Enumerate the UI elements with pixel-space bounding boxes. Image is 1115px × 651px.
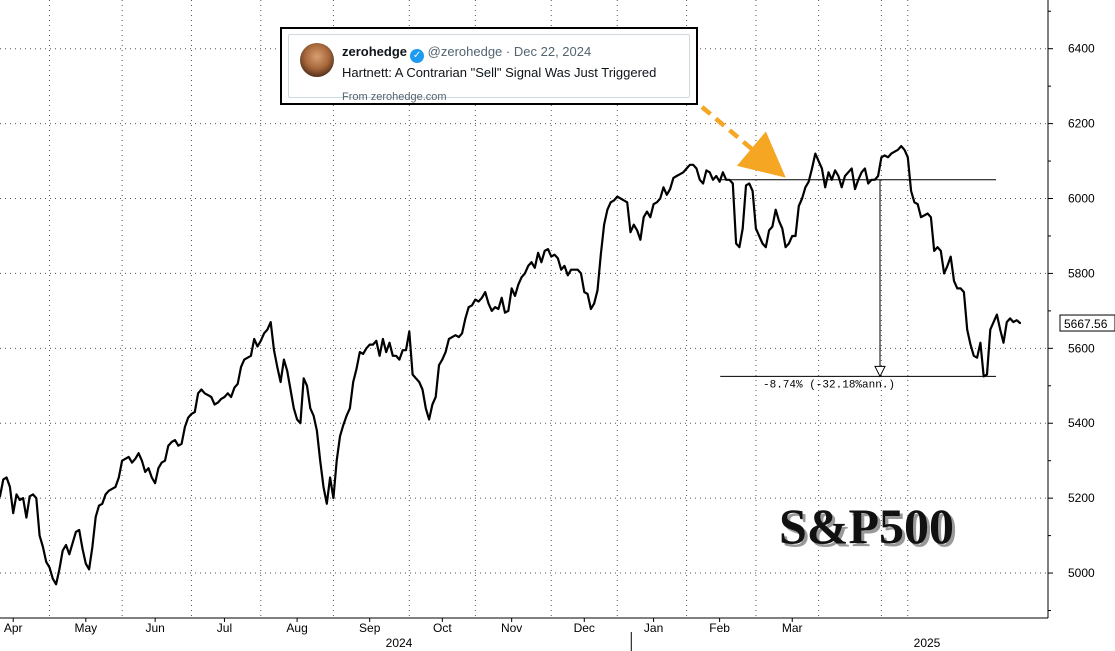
- avatar[interactable]: [300, 43, 334, 77]
- x-tick-label: Aug: [286, 621, 307, 635]
- y-tick-label: 6000: [1068, 192, 1095, 206]
- orange-arrow: [700, 105, 786, 178]
- x-tick-label: Nov: [501, 621, 522, 635]
- x-tick-label: Jan: [644, 621, 663, 635]
- last-value-label: 5667.56: [1064, 317, 1108, 331]
- tweet-author-name[interactable]: zerohedge: [342, 44, 408, 59]
- y-tick-label: 5400: [1068, 416, 1095, 430]
- tweet-text: Hartnett: A Contrarian "Sell" Signal Was…: [342, 65, 657, 80]
- tweet-handle[interactable]: @zerohedge: [427, 44, 503, 59]
- tweet-date[interactable]: Dec 22, 2024: [513, 44, 592, 59]
- x-tick-label: Sep: [359, 621, 381, 635]
- tweet-card[interactable]: zerohedge ✓ @zerohedge · Dec 22, 2024 Har…: [280, 27, 698, 105]
- chart-title: S&P500: [779, 498, 954, 554]
- last-value-box: [1059, 314, 1115, 332]
- x-tick-label: Dec: [574, 621, 595, 635]
- axes: [0, 0, 1053, 651]
- drawdown-arrowhead-icon: [874, 365, 886, 378]
- axis-labels: 5000 5200 5400 5600 5800 6000 6200 6400 Apr May Ju…: [4, 42, 1095, 650]
- y-tick-label: 5800: [1068, 266, 1095, 280]
- y-tick-label: 6200: [1068, 117, 1095, 131]
- tweet-header: zerohedge ✓ @zerohedge · Dec 22, 2024: [342, 44, 591, 63]
- year-label: 2024: [386, 636, 413, 650]
- verified-badge-icon: ✓: [410, 49, 425, 63]
- drawdown-label: -8.74% (-32.18%ann.): [763, 379, 895, 391]
- x-tick-label: Feb: [709, 621, 730, 635]
- y-tick-label: 5600: [1068, 341, 1095, 355]
- year-label: 2025: [914, 636, 941, 650]
- x-tick-label: Oct: [433, 621, 452, 635]
- y-tick-label: 6400: [1068, 42, 1095, 56]
- x-tick-label: May: [74, 621, 97, 635]
- tweet-card-inner: zerohedge ✓ @zerohedge · Dec 22, 2024 Har…: [288, 34, 690, 103]
- sp500-price-line: [0, 145, 1022, 586]
- x-tick-label: Apr: [4, 621, 23, 635]
- gridlines: [0, 0, 1048, 618]
- y-tick-label: 5000: [1068, 566, 1095, 580]
- x-tick-label: Mar: [782, 621, 803, 635]
- tweet-separator: ·: [505, 44, 511, 59]
- x-tick-label: Jun: [145, 621, 164, 635]
- chart-title-shadow: S&P500: [782, 501, 957, 557]
- x-tick-label: Jul: [217, 621, 232, 635]
- tweet-source-link[interactable]: From zerohedge.com: [342, 91, 447, 103]
- y-tick-label: 5200: [1068, 491, 1095, 505]
